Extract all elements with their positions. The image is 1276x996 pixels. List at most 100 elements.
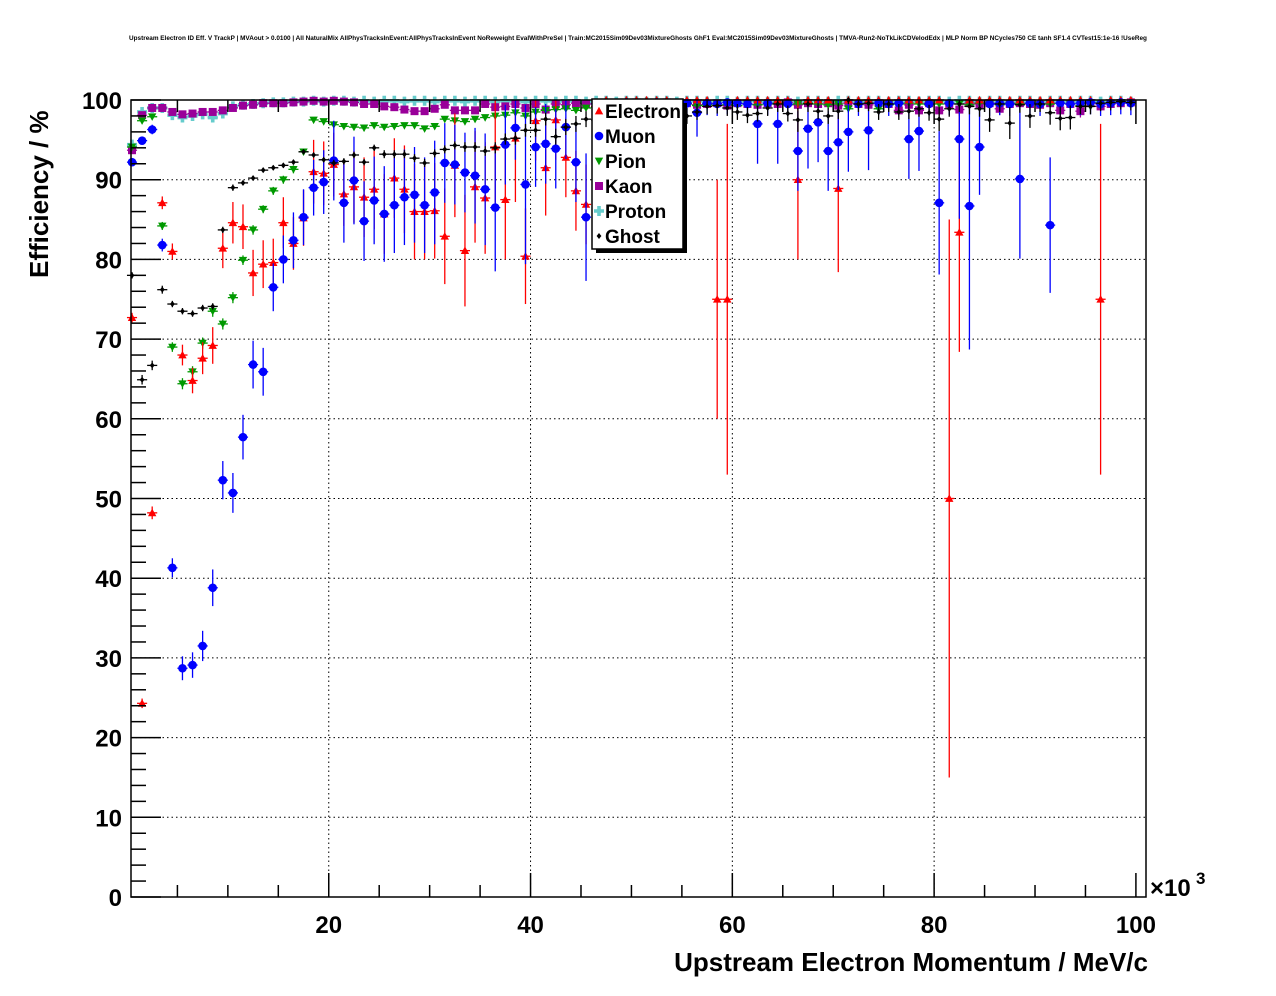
- muon-point: [904, 134, 914, 144]
- muon-point: [359, 216, 369, 226]
- kaon-point: [289, 98, 298, 107]
- muon-point: [208, 583, 218, 593]
- muon-point: [289, 235, 298, 245]
- pion-point: [410, 122, 419, 130]
- y-tick-label: 40: [95, 566, 122, 593]
- kaon-point: [571, 99, 580, 108]
- muon-point: [521, 180, 530, 189]
- muon-point: [864, 125, 873, 135]
- kaon-point: [440, 100, 449, 109]
- muon-point: [783, 99, 793, 109]
- muon-point: [168, 563, 177, 573]
- electron-point: [501, 195, 510, 203]
- y-tick-label: 80: [95, 247, 122, 274]
- ghost-point: [835, 108, 841, 115]
- ghost-point: [886, 100, 892, 107]
- muon-point: [460, 168, 470, 177]
- muon-point: [147, 125, 157, 134]
- legend-marker-muon: [594, 131, 604, 141]
- kaon-point: [420, 107, 429, 116]
- ghost-point: [250, 175, 256, 182]
- ghost-point: [280, 162, 286, 169]
- proton-point: [409, 95, 420, 106]
- proton-point: [399, 96, 410, 107]
- ghost-point: [341, 158, 347, 165]
- y-tick-label: 20: [95, 726, 122, 753]
- legend-label-pion: Pion: [605, 152, 646, 173]
- electron-point: [228, 218, 238, 227]
- ghost-point: [159, 286, 165, 293]
- ghost-point: [734, 108, 740, 115]
- kaon-point: [218, 106, 227, 115]
- muon-point: [985, 99, 994, 109]
- muon-point: [157, 240, 167, 250]
- muon-point: [894, 98, 904, 108]
- electron-point: [248, 268, 258, 277]
- electron-point: [188, 376, 197, 384]
- kaon-point: [178, 110, 187, 119]
- ghost-point: [815, 108, 821, 115]
- kaon-point: [198, 107, 207, 116]
- ghost-point: [1108, 99, 1114, 106]
- proton-point: [540, 95, 551, 106]
- muon-point: [743, 99, 752, 109]
- legend-label-kaon: Kaon: [605, 177, 653, 198]
- pion-point: [269, 187, 278, 196]
- proton-point: [389, 95, 400, 106]
- ghost-point: [452, 142, 458, 149]
- x-tick-label: 40: [517, 912, 544, 939]
- ghost-point: [724, 104, 730, 111]
- ghost-point: [391, 151, 397, 158]
- kaon-point: [259, 99, 268, 108]
- ghost-point: [694, 108, 700, 115]
- kaon-point: [269, 99, 278, 108]
- muon-point: [127, 157, 137, 167]
- muon-point: [258, 367, 268, 377]
- proton-point: [500, 95, 511, 106]
- muon-point: [137, 136, 147, 145]
- muon-point: [228, 488, 238, 498]
- proton-point: [520, 96, 531, 107]
- legend-label-muon: Muon: [605, 127, 656, 148]
- legend-marker-ghost: [596, 233, 602, 239]
- ghost-point: [1007, 120, 1013, 127]
- muon-point: [551, 144, 561, 153]
- electron-point: [218, 244, 228, 252]
- ghost-point: [1017, 101, 1023, 108]
- muon-point: [450, 160, 460, 169]
- pion-point: [319, 118, 328, 126]
- muon-point: [238, 432, 248, 442]
- muon-point: [248, 360, 258, 369]
- y-tick-label: 70: [95, 327, 122, 354]
- ghost-point: [987, 116, 993, 123]
- ghost-point: [220, 226, 226, 233]
- pion-point: [480, 114, 490, 122]
- ghost-point: [1088, 103, 1093, 110]
- x-tick-label: 100: [1116, 912, 1156, 939]
- ghost-point: [381, 151, 387, 158]
- muon-point: [1045, 220, 1055, 230]
- ghost-point: [1037, 100, 1043, 107]
- ghost-point: [402, 151, 407, 158]
- pion-point: [137, 117, 147, 125]
- ghost-point: [321, 156, 327, 163]
- electron-point: [137, 699, 147, 707]
- proton-point: [207, 112, 218, 123]
- axes: 0 10 20 30 40 50 60 70 80 90 100 20 40 60 80 100: [82, 88, 1156, 939]
- ghost-point: [856, 100, 861, 107]
- ghost-point: [190, 310, 195, 317]
- muon-point: [753, 119, 762, 129]
- pion-point: [380, 123, 389, 132]
- pion-point: [158, 222, 167, 231]
- proton-point: [419, 95, 430, 106]
- x-tick-label: 80: [921, 912, 948, 939]
- kaon-point: [238, 101, 247, 110]
- ghost-point: [533, 127, 538, 134]
- ghost-point: [583, 116, 589, 123]
- electron-point: [168, 247, 177, 255]
- pion-point: [248, 226, 258, 235]
- kaon-point: [370, 99, 379, 108]
- ghost-point: [1027, 112, 1033, 119]
- ghost-point: [563, 124, 569, 131]
- electron-point: [440, 232, 449, 240]
